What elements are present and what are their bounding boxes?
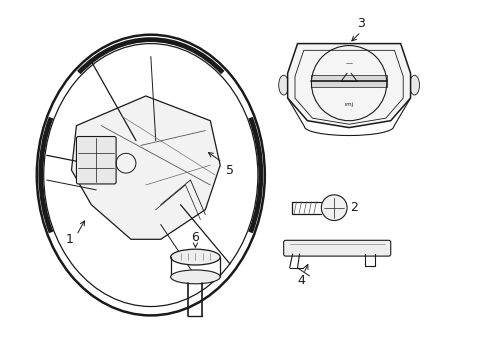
Text: 4: 4 <box>297 274 305 287</box>
Polygon shape <box>71 96 220 239</box>
FancyBboxPatch shape <box>76 136 116 184</box>
Text: 5: 5 <box>225 163 234 177</box>
Circle shape <box>321 195 346 221</box>
FancyBboxPatch shape <box>311 75 386 87</box>
Ellipse shape <box>278 75 288 95</box>
Ellipse shape <box>409 75 419 95</box>
FancyBboxPatch shape <box>283 240 390 256</box>
Text: 6: 6 <box>191 231 199 244</box>
Ellipse shape <box>170 270 220 284</box>
Ellipse shape <box>170 249 220 265</box>
Text: rmj: rmj <box>344 102 353 107</box>
Polygon shape <box>287 44 410 127</box>
Text: 3: 3 <box>356 17 364 30</box>
Text: 2: 2 <box>349 201 357 214</box>
Text: 1: 1 <box>65 233 73 246</box>
Text: —: — <box>345 60 352 66</box>
